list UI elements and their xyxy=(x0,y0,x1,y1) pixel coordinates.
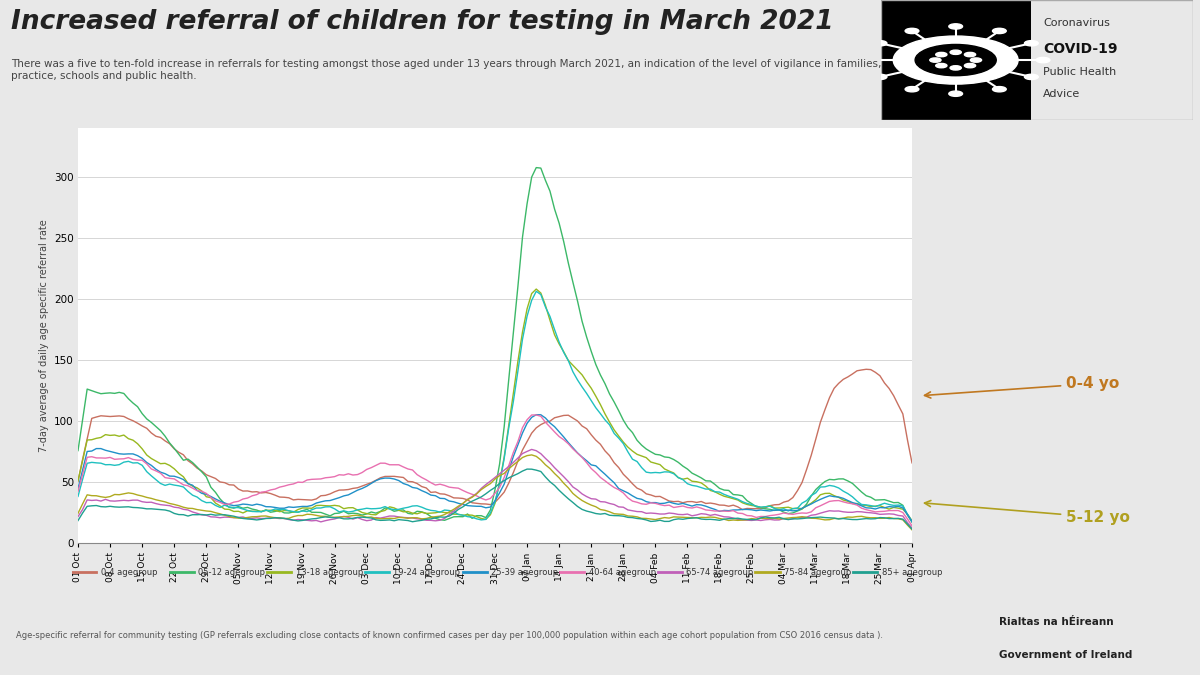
Text: 75-84 agegroup: 75-84 agegroup xyxy=(784,568,851,576)
Text: Coronavirus: Coronavirus xyxy=(1043,18,1110,28)
Circle shape xyxy=(971,58,982,62)
Circle shape xyxy=(1025,40,1038,46)
Text: 5-12 yo: 5-12 yo xyxy=(924,500,1130,525)
Circle shape xyxy=(950,50,961,55)
Circle shape xyxy=(965,53,976,57)
Circle shape xyxy=(950,65,961,70)
Text: Increased referral of children for testing in March 2021: Increased referral of children for testi… xyxy=(11,9,834,35)
Y-axis label: 7-day average of daily age specific referral rate: 7-day average of daily age specific refe… xyxy=(38,219,48,452)
Circle shape xyxy=(905,86,919,92)
Circle shape xyxy=(862,57,875,63)
Circle shape xyxy=(936,53,947,57)
Text: Government of Ireland: Government of Ireland xyxy=(1000,650,1133,659)
Circle shape xyxy=(874,74,887,80)
Text: 85+ agegroup: 85+ agegroup xyxy=(882,568,942,576)
Text: 0-4 agegroup: 0-4 agegroup xyxy=(101,568,157,576)
Circle shape xyxy=(936,63,947,68)
Bar xyxy=(881,0,1031,120)
Text: 05-12 agegroup: 05-12 agegroup xyxy=(198,568,265,576)
Circle shape xyxy=(893,36,1018,84)
Text: There was a five to ten-fold increase in referrals for testing amongst those age: There was a five to ten-fold increase in… xyxy=(11,59,925,80)
Text: Age-specific referral for community testing (GP referrals excluding close contac: Age-specific referral for community test… xyxy=(17,631,883,640)
Circle shape xyxy=(874,40,887,46)
Circle shape xyxy=(965,63,976,68)
Circle shape xyxy=(992,28,1007,34)
Circle shape xyxy=(949,91,962,97)
Circle shape xyxy=(905,28,919,34)
Circle shape xyxy=(930,58,941,62)
Text: 0-4 yo: 0-4 yo xyxy=(924,376,1120,398)
Text: COVID-19: COVID-19 xyxy=(1043,42,1117,56)
Text: 40-64 agegroup: 40-64 agegroup xyxy=(589,568,655,576)
Circle shape xyxy=(949,24,962,29)
Circle shape xyxy=(1036,57,1050,63)
Text: 19-24 agegroup: 19-24 agegroup xyxy=(394,568,461,576)
Text: Public Health: Public Health xyxy=(1043,68,1116,77)
Text: Advice: Advice xyxy=(1043,89,1080,99)
Text: 65-74 agegroup: 65-74 agegroup xyxy=(686,568,754,576)
Circle shape xyxy=(992,86,1007,92)
Circle shape xyxy=(916,45,996,76)
Circle shape xyxy=(1025,74,1038,80)
Text: Rialtas na hÉireann: Rialtas na hÉireann xyxy=(1000,618,1114,627)
Text: 25-39 agegroup: 25-39 agegroup xyxy=(491,568,558,576)
Text: 13-18 agegroup: 13-18 agegroup xyxy=(295,568,364,576)
